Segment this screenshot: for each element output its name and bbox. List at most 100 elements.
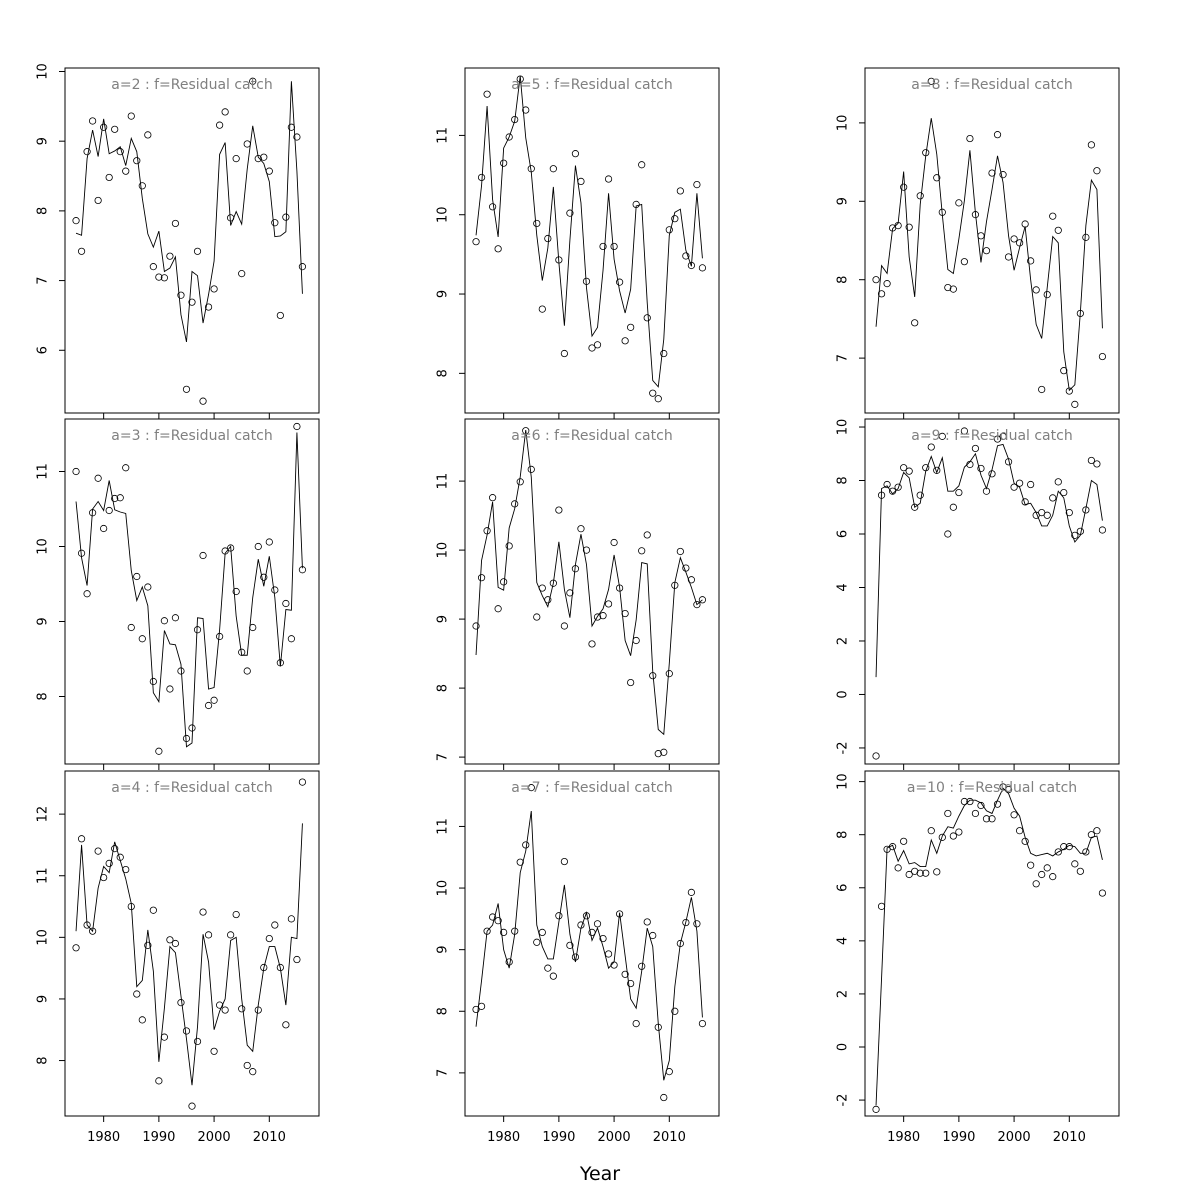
data-point [1076,867,1084,875]
data-point [77,247,86,255]
data-point [72,217,80,225]
data-point [177,291,185,299]
data-point [1071,400,1079,408]
data-point [522,841,530,849]
x-tick-label: 2010 [653,1130,686,1145]
data-point [599,242,607,251]
data-point [94,474,102,482]
y-tick-label: 9 [436,615,451,623]
data-point [916,192,924,200]
data-point [155,747,163,755]
data-point [149,906,157,914]
data-point [204,303,213,311]
y-tick-label: 9 [436,290,451,298]
data-point [204,931,213,939]
data-point [533,613,541,621]
data-point [905,223,913,231]
x-tick-label: 2000 [198,1130,231,1145]
data-point [105,173,113,182]
data-point [643,918,651,926]
data-point [72,467,80,476]
data-point [188,1102,196,1110]
data-point [282,1021,290,1029]
x-tick-label: 1980 [487,1130,520,1145]
y-tick-label: 9 [36,137,51,145]
data-point [1032,286,1040,294]
data-point [182,1027,191,1035]
y-tick-label: 4 [836,583,851,591]
y-tick-label: 11 [436,127,451,144]
data-point [593,920,602,928]
data-point [500,159,508,167]
data-point [604,600,613,608]
data-point [1010,235,1018,243]
data-point [188,724,196,732]
data-point [883,280,891,288]
y-tick-label: 10 [36,63,51,80]
data-point [105,506,113,515]
data-point [100,524,108,533]
data-point [549,972,557,980]
y-tick-label: 6 [36,346,51,354]
data-point [265,934,273,943]
data-point [282,213,290,221]
data-point [643,531,651,539]
data-point [955,488,963,497]
panel-title: a=9 : f=Residual catch [911,428,1072,444]
chart-panel-7: 8 9 10 11 12 1980 1990 2000 2010 a=4 : f=Residual… [36,770,320,1145]
data-point [900,464,908,472]
data-point [199,397,207,405]
data-point [571,150,580,158]
data-point [660,1093,668,1102]
plot-frame [464,770,720,1117]
data-point [682,918,690,927]
data-point [160,617,168,625]
data-point [293,422,301,431]
data-point [160,1033,168,1041]
data-point [160,274,168,282]
data-point [505,958,513,966]
data-point [905,870,913,879]
x-tick-label: 2000 [598,1130,631,1145]
data-point [133,990,141,998]
data-point [210,696,218,704]
data-point [1065,843,1073,851]
data-point [1054,226,1062,234]
data-point [472,622,480,630]
data-point [494,245,502,253]
data-point [171,939,180,948]
y-tick-label: 12 [36,806,51,823]
data-point [676,187,684,195]
data-point [511,115,519,124]
fitted-line [475,75,703,388]
data-point [210,285,218,293]
data-point [282,599,290,608]
data-point [472,1005,480,1014]
y-tick-label: 7 [36,276,51,284]
data-point [698,1019,707,1028]
data-point [204,701,213,710]
data-point [127,112,135,120]
fitted-line [75,823,303,1086]
data-point [971,444,980,453]
data-point [144,583,152,591]
data-point [276,311,284,320]
panel-title: a=10 : f=Residual catch [907,780,1077,796]
data-point [894,483,902,491]
data-point [977,464,985,473]
data-point [621,970,629,978]
data-point [1027,480,1035,489]
plot-frame [864,67,1120,414]
data-point [566,209,574,217]
x-tick-label: 1980 [887,1130,920,1145]
data-point [911,319,919,327]
data-point [638,547,646,555]
data-point [489,913,497,921]
x-tick-label: 1980 [87,1130,120,1145]
y-tick-label: 8 [836,831,851,839]
y-tick-label: 10 [436,206,451,223]
data-point [993,131,1002,139]
panel-title: a=6 : f=Residual catch [511,428,672,444]
data-point [199,908,207,916]
y-tick-label: -2 [836,1094,851,1107]
